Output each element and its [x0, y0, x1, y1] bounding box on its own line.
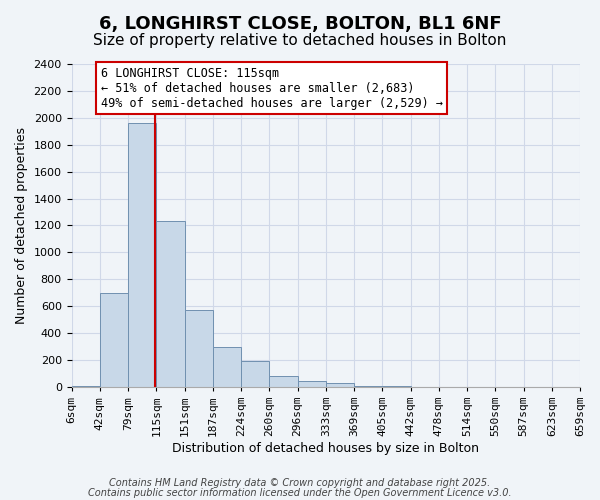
Text: 6, LONGHIRST CLOSE, BOLTON, BL1 6NF: 6, LONGHIRST CLOSE, BOLTON, BL1 6NF: [98, 15, 502, 33]
Bar: [185, 310, 213, 387]
Bar: [156, 222, 185, 387]
Bar: [100, 292, 128, 387]
Text: Size of property relative to detached houses in Bolton: Size of property relative to detached ho…: [94, 32, 506, 48]
Bar: [326, 383, 354, 387]
Bar: [128, 123, 156, 387]
X-axis label: Distribution of detached houses by size in Bolton: Distribution of detached houses by size …: [172, 442, 479, 455]
Text: 6 LONGHIRST CLOSE: 115sqm
← 51% of detached houses are smaller (2,683)
49% of se: 6 LONGHIRST CLOSE: 115sqm ← 51% of detac…: [101, 66, 443, 110]
Bar: [241, 360, 269, 387]
Bar: [382, 386, 410, 387]
Y-axis label: Number of detached properties: Number of detached properties: [15, 127, 28, 324]
Bar: [71, 386, 100, 387]
Bar: [354, 386, 382, 387]
Bar: [213, 346, 241, 387]
Bar: [269, 376, 298, 387]
Bar: [298, 381, 326, 387]
Text: Contains HM Land Registry data © Crown copyright and database right 2025.: Contains HM Land Registry data © Crown c…: [109, 478, 491, 488]
Text: Contains public sector information licensed under the Open Government Licence v3: Contains public sector information licen…: [88, 488, 512, 498]
